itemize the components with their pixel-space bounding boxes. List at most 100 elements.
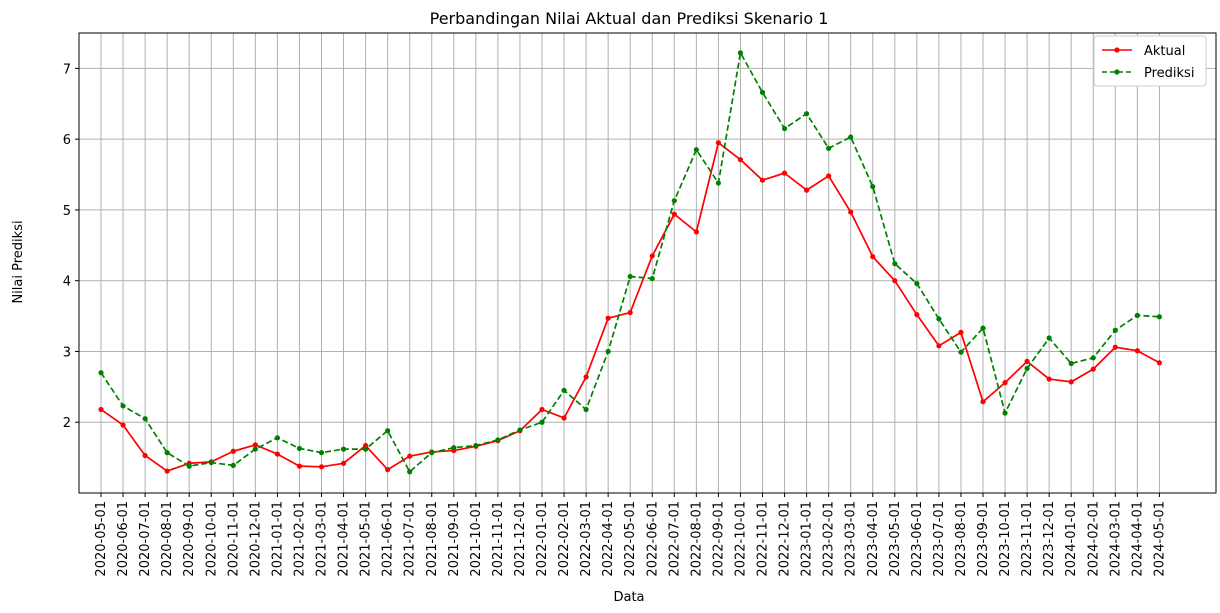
series-prediksi [98,50,1162,475]
x-tick-label: 2023-07-01 [932,501,947,577]
data-point-prediksi [120,403,126,409]
data-point-aktual [892,278,898,284]
grid [79,33,1216,493]
x-tick-label: 2021-08-01 [425,501,440,577]
x-tick-label: 2023-02-01 [822,501,837,577]
x-tick-label: 2020-10-01 [204,501,219,577]
x-tick-label: 2021-11-01 [491,501,506,577]
data-point-prediksi [936,316,942,322]
data-point-aktual [759,177,766,183]
data-point-prediksi [1156,314,1162,320]
data-point-aktual [385,467,391,473]
data-point-aktual [1068,379,1074,385]
y-tick-label: 6 [63,133,71,148]
x-tick-label: 2024-05-01 [1152,501,1167,577]
data-point-prediksi [429,450,435,456]
data-point-prediksi [781,125,788,132]
legend-marker-prediksi [1114,69,1120,75]
data-point-prediksi [1112,327,1118,333]
data-point-prediksi [826,145,832,151]
x-tick-label: 2022-05-01 [623,501,638,577]
data-point-aktual [627,309,633,316]
data-point-aktual [715,140,722,146]
x-tick-label: 2023-05-01 [888,501,903,577]
data-point-aktual [1134,348,1140,354]
x-tick-label: 2022-08-01 [689,501,704,577]
legend-box [1093,35,1207,87]
data-point-aktual [120,422,126,428]
data-point-aktual [98,406,104,413]
x-tick-label: 2024-04-01 [1130,501,1145,577]
legend-item-aktual: Aktual [1102,44,1185,59]
y-tick-label: 3 [63,345,71,360]
x-axis: 2020-05-01 2020-06-01 2020-07-01 2020-08-01… [94,493,1167,577]
x-tick-label: 2022-06-01 [645,501,660,577]
data-point-aktual [958,329,964,335]
x-axis-label: Data [613,590,644,605]
x-tick-label: 2021-12-01 [513,501,528,577]
x-tick-label: 2021-09-01 [447,501,462,577]
data-point-aktual [826,173,832,179]
data-point-prediksi [208,459,214,466]
x-tick-label: 2021-02-01 [292,501,307,577]
x-tick-label: 2020-07-01 [138,501,153,577]
legend-marker-aktual [1114,47,1120,53]
data-point-aktual [649,253,655,259]
x-tick-label: 2020-08-01 [160,501,175,577]
data-point-prediksi [804,111,810,117]
data-point-prediksi [363,446,369,452]
x-tick-label: 2022-02-01 [557,501,572,577]
data-point-aktual [583,374,589,380]
data-point-aktual [1156,360,1162,366]
x-tick-label: 2021-04-01 [337,501,352,577]
data-point-aktual [804,187,810,193]
data-point-aktual [737,157,744,163]
x-tick-label: 2023-01-01 [800,501,815,577]
data-point-prediksi [407,469,413,475]
data-point-aktual [870,254,876,260]
data-point-prediksi [561,387,567,393]
x-tick-label: 2024-01-01 [1064,501,1079,577]
y-axis: 2 3 4 5 6 7 [63,62,79,431]
data-point-prediksi [649,275,655,282]
data-point-prediksi [340,446,347,452]
x-tick-label: 2021-03-01 [315,501,330,577]
chart-title: Perbandingan Nilai Aktual dan Prediksi S… [430,9,829,28]
data-point-prediksi [892,261,898,267]
data-point-prediksi [715,180,722,186]
x-tick-label: 2020-05-01 [94,501,109,577]
x-tick-label: 2022-11-01 [756,501,771,577]
x-tick-label: 2023-03-01 [844,501,859,577]
data-point-aktual [340,460,347,466]
data-point-aktual [252,442,258,448]
legend-label-prediksi: Prediksi [1144,66,1194,81]
data-point-prediksi [230,462,236,468]
data-point-aktual [1046,376,1052,382]
y-tick-label: 4 [63,275,71,290]
x-tick-label: 2021-10-01 [469,501,484,577]
data-point-aktual [318,464,325,470]
data-point-aktual [605,315,611,321]
data-point-aktual [1024,358,1030,364]
data-point-prediksi [870,183,876,190]
x-tick-label: 2023-12-01 [1042,501,1057,577]
plot-frame [78,32,1217,494]
data-point-prediksi [958,349,964,355]
data-point-prediksi [627,273,633,280]
x-tick-label: 2023-04-01 [866,501,881,577]
data-point-prediksi [1090,355,1096,361]
data-point-prediksi [451,445,457,451]
data-point-aktual [407,453,413,459]
legend-item-prediksi: Prediksi [1102,66,1194,81]
x-tick-label: 2020-12-01 [248,501,263,577]
x-tick-label: 2023-08-01 [954,501,969,577]
y-tick-label: 7 [63,62,71,77]
data-point-prediksi [1046,335,1052,341]
x-tick-label: 2021-06-01 [381,501,396,577]
series-layer [98,50,1162,475]
data-point-aktual [781,170,788,176]
data-point-aktual [230,448,236,454]
data-point-prediksi [1002,410,1008,416]
data-point-aktual [1002,380,1008,386]
